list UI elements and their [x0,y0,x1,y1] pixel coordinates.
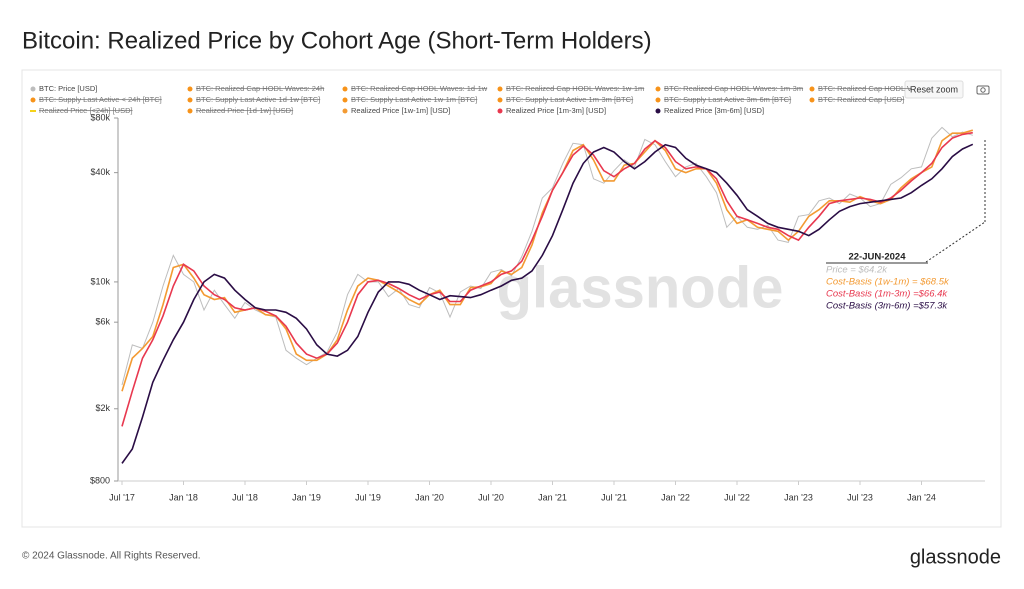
legend-item[interactable]: BTC: Supply Last Active 3m-6m [BTC] [655,95,792,104]
legend-swatch [30,97,36,103]
annotation-line: Cost-Basis (1m-3m) =$66.4k [826,289,948,300]
legend-swatch [497,97,503,103]
y-tick-label: $40k [90,167,110,177]
legend-swatch [342,86,348,92]
legend-swatch [187,86,193,92]
x-tick-label: Jul '20 [478,492,504,502]
legend-label: Realized Price [1w-1m] [USD] [351,106,450,115]
legend-swatch [187,97,193,103]
chart-title: Bitcoin: Realized Price by Cohort Age (S… [22,27,652,54]
x-tick-label: Jan '23 [784,492,813,502]
legend-item[interactable]: Realized Price [1d-1w] [USD] [187,106,294,115]
x-tick-label: Jul '22 [724,492,750,502]
legend-item[interactable]: BTC: Supply Last Active < 24h [BTC] [30,95,162,104]
legend-item[interactable]: BTC: Price [USD] [30,84,98,93]
x-tick-label: Jan '19 [292,492,321,502]
legend-item[interactable]: BTC: Realized Cap HODL Waves: 1w-1m [497,84,645,93]
watermark: glassnode [497,255,784,320]
legend-label: Realized Price [<24h] [USD] [39,106,133,115]
legend-item[interactable]: BTC: Realized Cap [USD] [809,95,905,104]
legend-swatch [809,86,815,92]
legend-label: BTC: Price [USD] [39,84,97,93]
legend-label: BTC: Realized Cap [USD] [818,95,904,104]
legend-swatch [497,86,503,92]
legend-label: Realized Price [1d-1w] [USD] [196,106,293,115]
legend-item[interactable]: BTC: Supply Last Active 1m-3m [BTC] [497,95,634,104]
legend-label: BTC: Realized Cap HODL Waves: 24h [196,84,324,93]
camera-icon[interactable] [976,85,990,95]
legend-item[interactable]: Realized Price [1w-1m] [USD] [342,106,451,115]
legend-item[interactable]: Realized Price [1m-3m] [USD] [497,106,607,115]
x-tick-label: Jul '23 [847,492,873,502]
y-tick-label: $80k [90,112,110,122]
legend-swatch [655,108,661,114]
x-tick-label: Jan '21 [538,492,567,502]
legend-label: BTC: Supply Last Active 1w-1m [BTC] [351,95,477,104]
legend-swatch [187,108,193,114]
y-tick-label: $2k [95,403,110,413]
x-tick-label: Jan '20 [415,492,444,502]
legend-label: Realized Price [3m-6m] [USD] [664,106,764,115]
y-tick-label: $10k [90,276,110,286]
legend-label: BTC: Supply Last Active 1d-1w [BTC] [196,95,320,104]
x-tick-label: Jul '21 [601,492,627,502]
annotation-line: Price = $64.2k [826,265,888,276]
series-line [121,143,974,464]
legend-label: BTC: Realized Cap HODL Waves: 1w-1m [506,84,644,93]
legend-swatch [655,97,661,103]
series-line [121,131,973,427]
legend-label: BTC: Supply Last Active 1m-3m [BTC] [506,95,633,104]
legend-item[interactable]: BTC: Realized Cap HODL V [809,84,912,93]
legend-swatch [342,108,348,114]
legend-item[interactable]: BTC: Realized Cap HODL Waves: 1m-3m [655,84,804,93]
legend-label: BTC: Realized Cap HODL Waves: 1d-1w [351,84,488,93]
x-tick-label: Jan '22 [661,492,690,502]
y-tick-label: $6k [95,317,110,327]
annotation-date: 22-JUN-2024 [848,252,906,263]
annotation-leader [925,221,986,263]
reset-zoom-button[interactable] [904,80,964,99]
legend-label: BTC: Realized Cap HODL Waves: 1m-3m [664,84,803,93]
x-tick-label: Jul '17 [109,492,135,502]
legend-swatch [342,97,348,103]
chart-frame [21,69,1002,528]
annotation-line: Cost-Basis (3m-6m) =$57.3k [826,301,948,312]
legend-item[interactable]: Realized Price [<24h] [USD] [30,106,133,115]
legend-item[interactable]: BTC: Supply Last Active 1d-1w [BTC] [187,95,321,104]
legend-item[interactable]: BTC: Realized Cap HODL Waves: 1d-1w [342,84,488,93]
legend-label: BTC: Supply Last Active 3m-6m [BTC] [664,95,791,104]
legend-swatch [809,97,815,103]
x-tick-label: Jul '18 [232,492,258,502]
y-tick-label: $800 [90,475,110,485]
legend-item[interactable]: BTC: Supply Last Active 1w-1m [BTC] [342,95,478,104]
reset-zoom-label[interactable]: Reset zoom [910,84,958,94]
legend-swatch [497,108,503,114]
x-tick-label: Jul '19 [355,492,381,502]
x-tick-label: Jan '18 [169,492,198,502]
legend-label: BTC: Supply Last Active < 24h [BTC] [39,95,162,104]
legend-swatch [655,86,661,92]
annotation-line: Cost-Basis (1w-1m) = $68.5k [826,277,950,288]
legend-swatch [30,86,36,92]
footer: © 2024 Glassnode. All Rights Reserved. [22,551,201,562]
legend-item[interactable]: Realized Price [3m-6m] [USD] [655,106,765,115]
legend-item[interactable]: BTC: Realized Cap HODL Waves: 24h [187,84,325,93]
logo: glassnode [910,546,1001,568]
x-tick-label: Jan '24 [907,492,936,502]
legend-label: BTC: Realized Cap HODL V [818,84,912,93]
legend-label: Realized Price [1m-3m] [USD] [506,106,606,115]
